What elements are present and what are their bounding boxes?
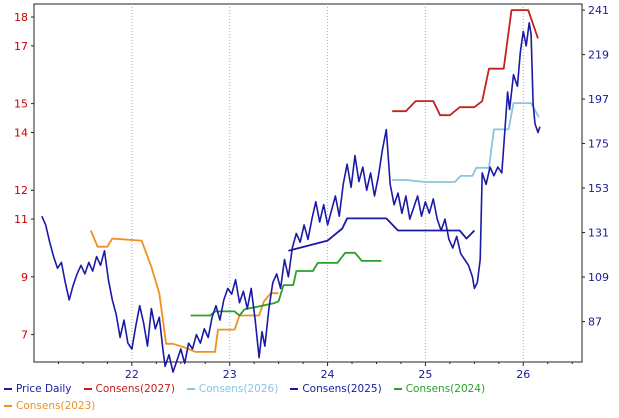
right-tick-label: 197 <box>588 93 609 106</box>
right-tick-label: 87 <box>588 316 602 329</box>
left-tick-label: 12 <box>14 184 28 197</box>
legend: Price Daily Consens(2027) Consens(2026) Con… <box>4 380 616 414</box>
legend-row: Consens(2023) <box>4 397 616 414</box>
left-tick-label: 18 <box>14 11 28 24</box>
x-tick-label: 25 <box>418 368 432 381</box>
left-tick-label: 9 <box>21 271 28 284</box>
x-tick-label: 24 <box>321 368 335 381</box>
legend-label: Consens(2023) <box>16 399 96 412</box>
plot-area <box>33 3 583 363</box>
series-line-consens-2023 <box>89 230 279 353</box>
series-line-consens-2026 <box>392 102 540 183</box>
legend-swatch <box>4 387 12 390</box>
legend-label: Consens(2027) <box>95 382 175 395</box>
x-tick-label: 26 <box>516 368 530 381</box>
right-tick-label: 109 <box>588 271 609 284</box>
legend-label: Consens(2024) <box>405 382 486 395</box>
right-tick-label: 153 <box>588 182 609 195</box>
series-line-price-daily <box>41 21 541 373</box>
legend-item: Consens(2026) <box>186 382 279 395</box>
legend-swatch <box>290 387 299 390</box>
legend-swatch <box>393 387 402 390</box>
legend-swatch <box>4 404 12 407</box>
right-tick-label: 219 <box>588 49 609 62</box>
legend-label: Consens(2025) <box>302 382 382 395</box>
legend-label: Price Daily <box>16 382 72 395</box>
left-tick-label: 11 <box>14 213 28 226</box>
legend-item: Consens(2025) <box>290 382 382 395</box>
legend-item: Price Daily <box>4 383 72 395</box>
legend-item: Consens(2024) <box>393 382 486 395</box>
legend-swatch <box>83 387 92 390</box>
left-tick-label: 17 <box>14 40 28 53</box>
left-tick-label: 14 <box>14 126 28 139</box>
left-tick-label: 7 <box>21 329 28 342</box>
series-line-consens-2024 <box>190 251 382 317</box>
right-tick-label: 131 <box>588 227 609 240</box>
right-tick-label: 175 <box>588 138 609 151</box>
x-tick-label: 22 <box>125 368 139 381</box>
legend-row: Price Daily Consens(2027) Consens(2026) Con… <box>4 380 616 397</box>
x-tick-label: 23 <box>223 368 237 381</box>
legend-item: Consens(2023) <box>4 400 95 412</box>
legend-swatch <box>186 387 195 390</box>
series-line-consens-2025 <box>288 217 476 252</box>
legend-label: Consens(2026) <box>198 382 279 395</box>
right-tick-label: 241 <box>588 4 609 17</box>
left-tick-label: 15 <box>14 98 28 111</box>
series-line-consens-2027 <box>392 9 539 117</box>
legend-item: Consens(2027) <box>83 382 175 395</box>
